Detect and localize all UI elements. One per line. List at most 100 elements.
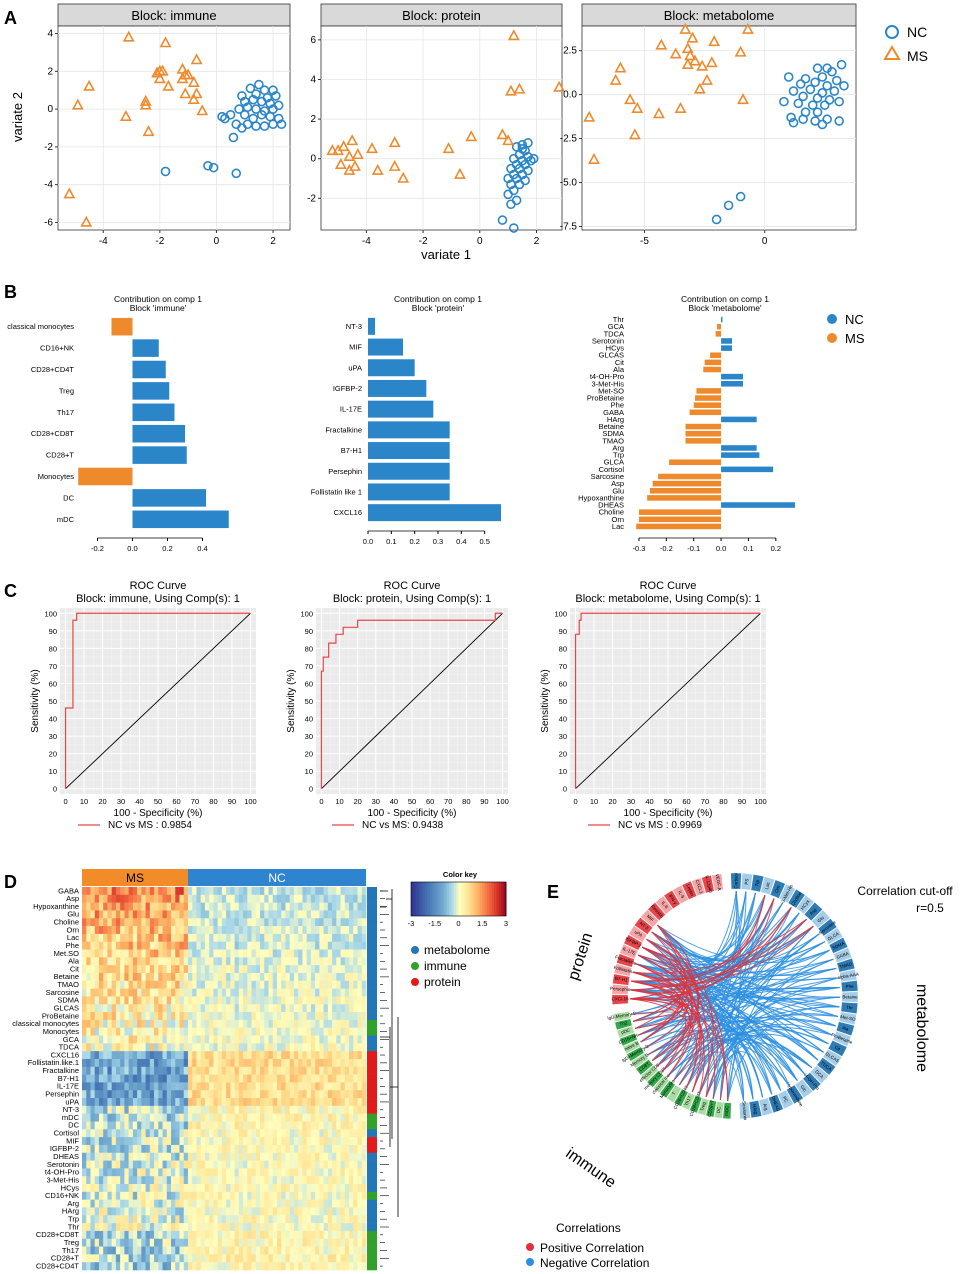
d-heatmap-cell: [115, 988, 121, 997]
d-heatmap-cell: [213, 1262, 218, 1271]
d-heatmap-cell: [141, 1004, 146, 1013]
d-heatmap-cell: [145, 1043, 151, 1052]
d-heatmap-cell: [234, 1207, 240, 1216]
d-heatmap-cell: [192, 1004, 197, 1013]
d-heatmap-cell: [209, 1058, 214, 1068]
d-heatmap-cell: [209, 1043, 214, 1052]
b-bar-label: Fractalkine: [325, 425, 362, 434]
d-heatmap-cell: [196, 1176, 201, 1185]
d-heatmap-cell: [264, 1184, 269, 1193]
d-heatmap-cell: [124, 1105, 129, 1114]
d-heatmap-cell: [120, 949, 125, 958]
d-heatmap-cell: [289, 1230, 295, 1240]
d-heatmap-cell: [124, 894, 129, 903]
d-heatmap-cell: [349, 1184, 354, 1193]
d-heatmap-cell: [310, 1223, 316, 1232]
d-heatmap-cell: [120, 1027, 125, 1036]
d-heatmap-cell: [82, 988, 87, 997]
d-heatmap-cell: [90, 1105, 96, 1114]
d-row-block-bar: [367, 1098, 377, 1107]
d-heatmap-cell: [340, 1246, 346, 1255]
d-heatmap-cell: [238, 957, 244, 966]
d-heatmap-cell: [192, 980, 197, 989]
d-heatmap-cell: [255, 918, 261, 927]
d-heatmap-cell: [183, 1004, 189, 1013]
d-heatmap-cell: [293, 902, 299, 911]
d-heatmap-cell: [192, 1246, 197, 1255]
d-heatmap-cell: [340, 972, 346, 982]
c-tick-label-y: 80: [305, 644, 313, 653]
d-heatmap-cell: [272, 902, 278, 911]
d-heatmap-cell: [86, 1098, 91, 1107]
e-node-sector: [640, 909, 660, 928]
d-heatmap-cell: [175, 1121, 180, 1130]
d-heatmap-cell: [344, 972, 350, 982]
d-heatmap-cell: [94, 1074, 100, 1083]
d-heatmap-cell: [187, 1012, 193, 1021]
b-bar: [685, 438, 722, 444]
d-heatmap-cell: [209, 894, 214, 903]
c-tick-label-x: 90: [480, 797, 488, 806]
d-heatmap-cell: [247, 1144, 252, 1154]
d-heatmap-cell: [306, 1144, 312, 1154]
d-heatmap-cell: [306, 941, 312, 950]
d-heatmap-cell: [247, 1246, 252, 1255]
d-heatmap-cell: [132, 1168, 138, 1177]
d-heatmap-cell: [175, 1066, 180, 1075]
d-heatmap-cell: [115, 1223, 121, 1232]
d-heatmap-cell: [264, 1051, 269, 1060]
a-point-ms: [153, 72, 166, 84]
d-heatmap-cell: [200, 1176, 206, 1185]
d-colorkey-gradient: [482, 882, 486, 916]
d-heatmap-cell: [171, 1152, 176, 1161]
d-heatmap-cell: [349, 1262, 354, 1271]
d-heatmap-cell: [221, 1223, 227, 1232]
d-heatmap-cell: [323, 1230, 329, 1240]
d-heatmap-cell: [107, 1035, 112, 1044]
d-heatmap-cell: [115, 902, 121, 911]
d-heatmap-cell: [141, 1176, 146, 1185]
d-heatmap-cell: [349, 1043, 354, 1052]
d-heatmap-cell: [204, 1090, 210, 1099]
d-heatmap-cell: [361, 1066, 367, 1075]
d-heatmap-cell: [293, 1246, 299, 1255]
d-heatmap-cell: [340, 1105, 346, 1114]
d-heatmap-cell: [361, 1262, 367, 1271]
d-heatmap-cell: [289, 1176, 295, 1185]
d-heatmap-cell: [344, 1113, 350, 1122]
d-heatmap-cell: [276, 972, 282, 982]
d-heatmap-cell: [276, 1027, 282, 1036]
d-heatmap-cell: [137, 1035, 142, 1044]
d-heatmap-cell: [204, 902, 210, 911]
d-heatmap-cell: [285, 1152, 291, 1161]
d-heatmap-cell: [145, 1012, 151, 1021]
d-heatmap-cell: [145, 894, 151, 903]
d-heatmap-cell: [103, 1160, 108, 1169]
d-heatmap-cell: [115, 941, 121, 950]
d-heatmap-cell: [120, 926, 125, 935]
d-heatmap-cell: [230, 957, 235, 966]
d-heatmap-cell: [132, 957, 138, 966]
d-heatmap-cell: [120, 1019, 125, 1028]
d-heatmap-cell: [179, 1223, 185, 1232]
d-heatmap-cell: [281, 1246, 286, 1255]
d-heatmap-cell: [115, 1207, 121, 1216]
c-tick-label-x: 10: [590, 797, 598, 806]
d-heatmap-cell: [137, 1207, 142, 1216]
d-heatmap-cell: [179, 1043, 185, 1052]
e-link-negative: [640, 1015, 819, 1061]
d-heatmap-cell: [302, 1152, 307, 1161]
d-heatmap-cell: [141, 1184, 146, 1193]
d-heatmap-cell: [340, 965, 346, 974]
a-point-ms: [119, 109, 132, 121]
d-heatmap-cell: [98, 1199, 104, 1208]
d-heatmap-cell: [221, 980, 227, 989]
d-row-block-bar: [367, 1035, 377, 1044]
d-heatmap-cell: [98, 887, 104, 896]
d-heatmap-cell: [171, 988, 176, 997]
d-heatmap-cell: [332, 1043, 337, 1052]
d-heatmap-cell: [344, 1168, 350, 1177]
d-heatmap-cell: [281, 926, 286, 935]
d-colorkey-gradient: [494, 882, 497, 916]
d-heatmap-cell: [289, 1137, 295, 1146]
